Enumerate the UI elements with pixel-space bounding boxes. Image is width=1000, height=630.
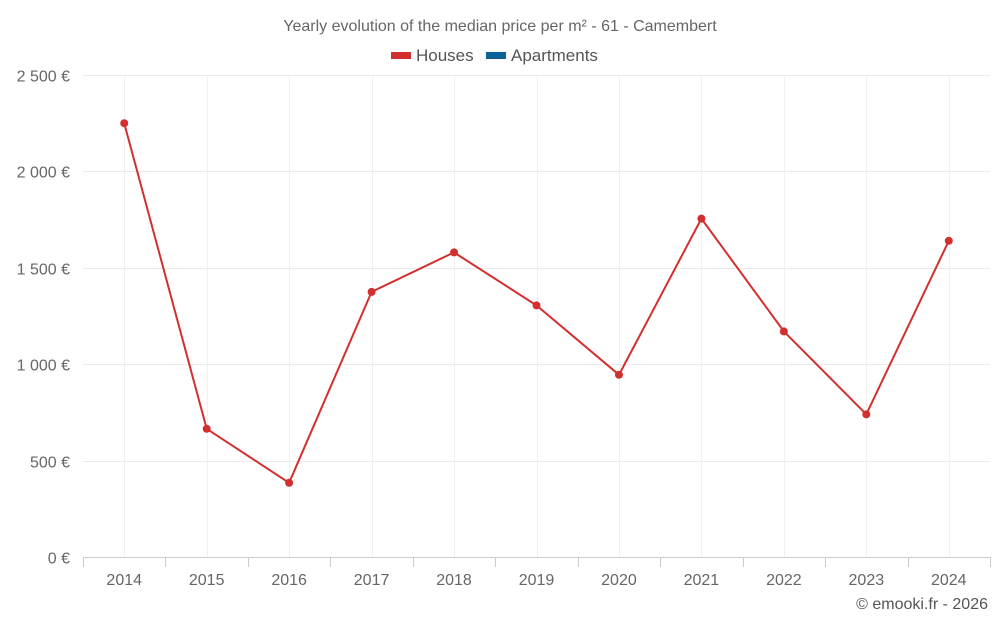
x-tick-label: 2017	[354, 572, 390, 589]
data-point-houses-2015[interactable]	[202, 424, 211, 433]
legend: Houses Apartments	[391, 46, 598, 65]
data-point-houses-2019[interactable]	[532, 301, 541, 310]
legend-swatch-houses	[391, 52, 411, 59]
y-tick-label: 2 500 €	[17, 69, 70, 86]
y-tick-label: 500 €	[30, 455, 70, 472]
axes: 0 € 500 € 1 000 € 1 500 € 2 000 € 2 500 € 2014…	[17, 69, 991, 589]
y-tick-label: 2 000 €	[17, 165, 70, 182]
x-tick-label: 2014	[106, 572, 142, 589]
y-tick-label: 1 500 €	[17, 262, 70, 279]
x-tick-label: 2019	[519, 572, 555, 589]
legend-swatch-apartments	[486, 52, 506, 59]
data-point-houses-2021[interactable]	[697, 214, 706, 223]
legend-label-apartments: Apartments	[511, 46, 598, 65]
chart-title: Yearly evolution of the median price per…	[283, 18, 717, 35]
x-tick-label: 2016	[271, 572, 307, 589]
legend-label-houses: Houses	[416, 46, 474, 65]
x-tick-label: 2015	[189, 572, 225, 589]
credit-text: © emooki.fr - 2026	[856, 596, 988, 613]
x-tick-label: 2023	[849, 572, 885, 589]
data-point-houses-2020[interactable]	[614, 370, 623, 379]
legend-item-houses[interactable]: Houses	[391, 46, 474, 65]
x-tick-label: 2022	[766, 572, 802, 589]
y-tick-label: 1 000 €	[17, 358, 70, 375]
legend-item-apartments[interactable]: Apartments	[486, 46, 598, 65]
series	[120, 119, 953, 487]
data-point-houses-2017[interactable]	[367, 287, 376, 296]
data-point-houses-2023[interactable]	[862, 410, 871, 419]
x-tick-label: 2020	[601, 572, 637, 589]
x-tick-label: 2024	[931, 572, 967, 589]
grid	[83, 75, 990, 557]
x-tick-label: 2018	[436, 572, 472, 589]
x-tick-label: 2021	[684, 572, 720, 589]
data-point-houses-2024[interactable]	[944, 236, 953, 245]
data-point-houses-2022[interactable]	[779, 327, 788, 336]
data-point-houses-2018[interactable]	[450, 248, 459, 257]
data-point-houses-2014[interactable]	[120, 119, 129, 128]
data-point-houses-2016[interactable]	[285, 478, 294, 487]
y-tick-label: 0 €	[48, 551, 70, 568]
